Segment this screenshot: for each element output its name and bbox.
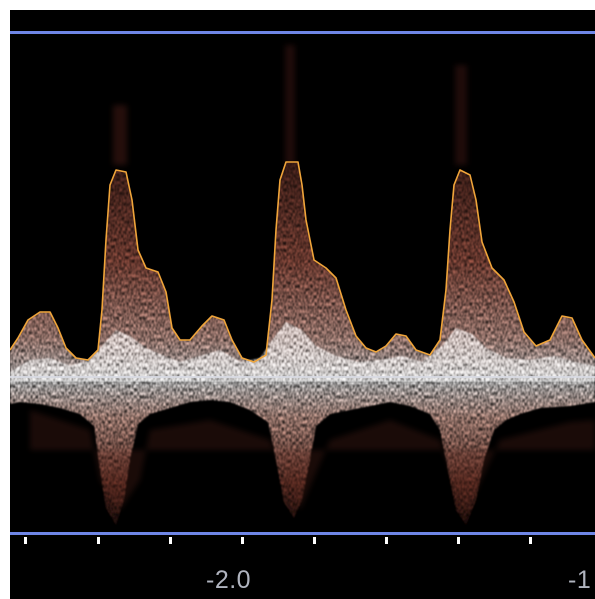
top-scale-line: [10, 31, 595, 34]
doppler-display: -2.0 -1: [10, 10, 595, 599]
spectral-doppler-view: [10, 31, 595, 544]
lower-haze: [30, 410, 595, 515]
time-tick: [241, 537, 244, 544]
spectral-core: [10, 322, 595, 382]
time-tick: [385, 537, 388, 544]
antegrade-spectral-signal: [10, 162, 595, 382]
time-tick: [169, 537, 172, 544]
bottom-scale-line: [10, 532, 595, 535]
time-axis-label: -2.0: [206, 566, 252, 594]
time-tick: [97, 537, 100, 544]
time-tick: [313, 537, 316, 544]
spectral-noise-streaks: [113, 45, 467, 165]
baseline: [10, 376, 595, 378]
time-tick: [24, 537, 27, 544]
time-tick: [529, 537, 532, 544]
time-axis-ticks: [24, 537, 532, 544]
time-tick: [457, 537, 460, 544]
velocity-envelope-trace: [10, 161, 595, 363]
time-axis-label: -1: [568, 566, 592, 594]
